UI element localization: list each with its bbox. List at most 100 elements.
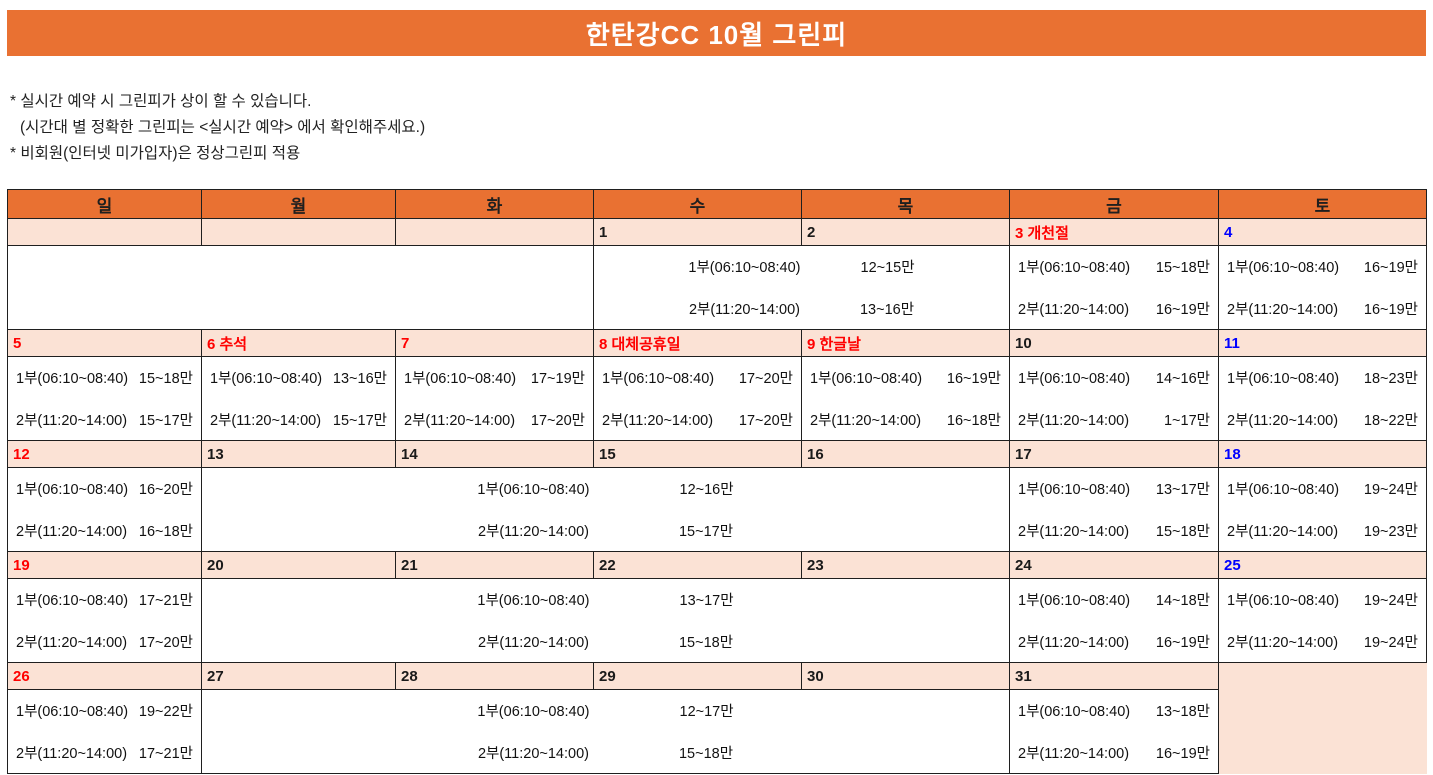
session2-price: 15~18만 bbox=[1155, 523, 1210, 540]
date-cell: 29 bbox=[593, 662, 802, 690]
date-cell: 23 bbox=[801, 551, 1010, 579]
session1-label: 1부(06:10~08:40) bbox=[16, 704, 129, 721]
session2-label: 2부(11:20~14:00) bbox=[688, 301, 800, 318]
date-cell: 16 bbox=[801, 440, 1010, 468]
date-cell: 21 bbox=[395, 551, 594, 579]
session2-price: 1~17만 bbox=[1163, 412, 1210, 429]
week3-date-row: 12 13 14 15 16 17 18 bbox=[7, 440, 1427, 468]
session1-label: 1부(06:10~08:40) bbox=[1018, 593, 1131, 610]
fee-cell-merged: 1부(06:10~08:40) 13~17만 2부(11:20~14:00) 1… bbox=[201, 578, 1010, 663]
session1-price: 16~19만 bbox=[946, 371, 1001, 388]
fee-cell-merged: 1부(06:10~08:40) 12~16만 2부(11:20~14:00) 1… bbox=[201, 467, 1010, 552]
date-cell: 10 bbox=[1009, 329, 1219, 357]
session1-label: 1부(06:10~08:40) bbox=[16, 593, 129, 610]
date-cell-holiday: 7 bbox=[395, 329, 594, 357]
session2-label: 2부(11:20~14:00) bbox=[1018, 523, 1130, 540]
fee-cell: 1부(06:10~08:40) 19~24만 2부(11:20~14:00) 1… bbox=[1218, 467, 1427, 552]
fee-cell: 1부(06:10~08:40) 13~16만 2부(11:20~14:00) 1… bbox=[201, 356, 396, 441]
session2-label: 2부(11:20~14:00) bbox=[1018, 745, 1130, 762]
date-cell-sunday: 19 bbox=[7, 551, 202, 579]
session2-label: 2부(11:20~14:00) bbox=[1227, 301, 1339, 318]
session2-price: 17~20만 bbox=[530, 412, 585, 429]
week2-fee-row: 1부(06:10~08:40) 15~18만 2부(11:20~14:00) 1… bbox=[7, 356, 1427, 441]
session1-price: 12~15만 bbox=[860, 260, 915, 277]
session1-price: 12~17만 bbox=[679, 704, 734, 721]
date-cell-sunday: 12 bbox=[7, 440, 202, 468]
session1-label: 1부(06:10~08:40) bbox=[1227, 482, 1340, 499]
date-cell: 1 bbox=[593, 218, 802, 246]
date-cell: 15 bbox=[593, 440, 802, 468]
session2-price: 19~23만 bbox=[1363, 523, 1418, 540]
fee-cell: 1부(06:10~08:40) 14~16만 2부(11:20~14:00) 1… bbox=[1009, 356, 1219, 441]
week4-fee-row: 1부(06:10~08:40) 17~21만 2부(11:20~14:00) 1… bbox=[7, 578, 1427, 663]
date-cell-holiday: 3 개천절 bbox=[1009, 218, 1219, 246]
fee-cell: 1부(06:10~08:40) 17~21만 2부(11:20~14:00) 1… bbox=[7, 578, 202, 663]
date-cell-saturday: 11 bbox=[1218, 329, 1427, 357]
date-cell: 14 bbox=[395, 440, 594, 468]
session1-label: 1부(06:10~08:40) bbox=[404, 371, 517, 388]
session1-price: 19~24만 bbox=[1363, 593, 1418, 610]
page-title: 한탄강CC 10월 그린피 bbox=[7, 10, 1426, 56]
weekday-tue: 화 bbox=[395, 189, 594, 219]
session2-price: 16~18만 bbox=[946, 412, 1001, 429]
session1-label: 1부(06:10~08:40) bbox=[1227, 371, 1340, 388]
session2-label: 2부(11:20~14:00) bbox=[404, 412, 516, 429]
fee-cell-merged: 1부(06:10~08:40) 12~17만 2부(11:20~14:00) 1… bbox=[201, 689, 1010, 774]
date-cell-saturday: 4 bbox=[1218, 218, 1427, 246]
fee-cell: 1부(06:10~08:40) 19~22만 2부(11:20~14:00) 1… bbox=[7, 689, 202, 774]
date-cell: 30 bbox=[801, 662, 1010, 690]
date-cell-saturday: 25 bbox=[1218, 551, 1427, 579]
date-cell: 20 bbox=[201, 551, 396, 579]
date-cell-saturday: 18 bbox=[1218, 440, 1427, 468]
session1-price: 12~16만 bbox=[679, 482, 734, 499]
date-cell-sunday: 26 bbox=[7, 662, 202, 690]
week5-date-row: 26 27 28 29 30 31 bbox=[7, 662, 1427, 774]
session2-label: 2부(11:20~14:00) bbox=[1018, 412, 1130, 429]
session1-label: 1부(06:10~08:40) bbox=[688, 260, 801, 277]
session1-price: 13~17만 bbox=[1155, 482, 1210, 499]
session2-label: 2부(11:20~14:00) bbox=[1227, 412, 1339, 429]
date-cell-holiday: 6 추석 bbox=[201, 329, 396, 357]
session2-price: 17~21만 bbox=[138, 745, 193, 762]
session2-price: 15~17만 bbox=[138, 412, 193, 429]
date-cell: 17 bbox=[1009, 440, 1219, 468]
weekday-fri: 금 bbox=[1009, 189, 1219, 219]
session2-label: 2부(11:20~14:00) bbox=[1018, 634, 1130, 651]
session1-label: 1부(06:10~08:40) bbox=[1018, 371, 1131, 388]
fee-cell: 1부(06:10~08:40) 17~19만 2부(11:20~14:00) 1… bbox=[395, 356, 594, 441]
session2-label: 2부(11:20~14:00) bbox=[16, 523, 128, 540]
fee-cell: 1부(06:10~08:40) 15~18만 2부(11:20~14:00) 1… bbox=[1009, 245, 1219, 330]
fee-cell: 1부(06:10~08:40) 17~20만 2부(11:20~14:00) 1… bbox=[593, 356, 802, 441]
date-cell bbox=[7, 218, 202, 246]
session1-label: 1부(06:10~08:40) bbox=[16, 482, 129, 499]
session1-price: 17~19만 bbox=[530, 371, 585, 388]
fee-cell: 1부(06:10~08:40) 18~23만 2부(11:20~14:00) 1… bbox=[1218, 356, 1427, 441]
session1-label: 1부(06:10~08:40) bbox=[1227, 593, 1340, 610]
session1-price: 19~22만 bbox=[138, 704, 193, 721]
session1-label: 1부(06:10~08:40) bbox=[477, 704, 590, 721]
fee-cell: 1부(06:10~08:40) 15~18만 2부(11:20~14:00) 1… bbox=[7, 356, 202, 441]
session2-label: 2부(11:20~14:00) bbox=[16, 745, 128, 762]
session2-price: 15~18만 bbox=[678, 745, 734, 762]
session1-label: 1부(06:10~08:40) bbox=[477, 482, 590, 499]
date-cell: 2 bbox=[801, 218, 1010, 246]
session2-label: 2부(11:20~14:00) bbox=[16, 634, 128, 651]
session1-price: 17~21만 bbox=[138, 593, 193, 610]
date-cell bbox=[201, 218, 396, 246]
fee-cell: 1부(06:10~08:40) 13~17만 2부(11:20~14:00) 1… bbox=[1009, 467, 1219, 552]
weekday-mon: 월 bbox=[201, 189, 396, 219]
session1-label: 1부(06:10~08:40) bbox=[1018, 482, 1131, 499]
session1-price: 17~20만 bbox=[738, 371, 793, 388]
session1-label: 1부(06:10~08:40) bbox=[16, 371, 129, 388]
date-cell: 22 bbox=[593, 551, 802, 579]
week3-fee-row: 1부(06:10~08:40) 16~20만 2부(11:20~14:00) 1… bbox=[7, 467, 1427, 552]
weekday-sun: 일 bbox=[7, 189, 202, 219]
session2-price: 16~19만 bbox=[1363, 301, 1418, 318]
session2-label: 2부(11:20~14:00) bbox=[477, 523, 589, 540]
date-cell bbox=[395, 218, 594, 246]
session2-price: 15~17만 bbox=[332, 412, 387, 429]
fee-cell: 1부(06:10~08:40) 16~19만 2부(11:20~14:00) 1… bbox=[801, 356, 1010, 441]
date-cell-sunday: 5 bbox=[7, 329, 202, 357]
fee-cell: 1부(06:10~08:40) 13~18만 2부(11:20~14:00) 1… bbox=[1009, 689, 1219, 774]
notes: * 실시간 예약 시 그린피가 상이 할 수 있습니다. (시간대 별 정확한 … bbox=[10, 89, 1426, 167]
